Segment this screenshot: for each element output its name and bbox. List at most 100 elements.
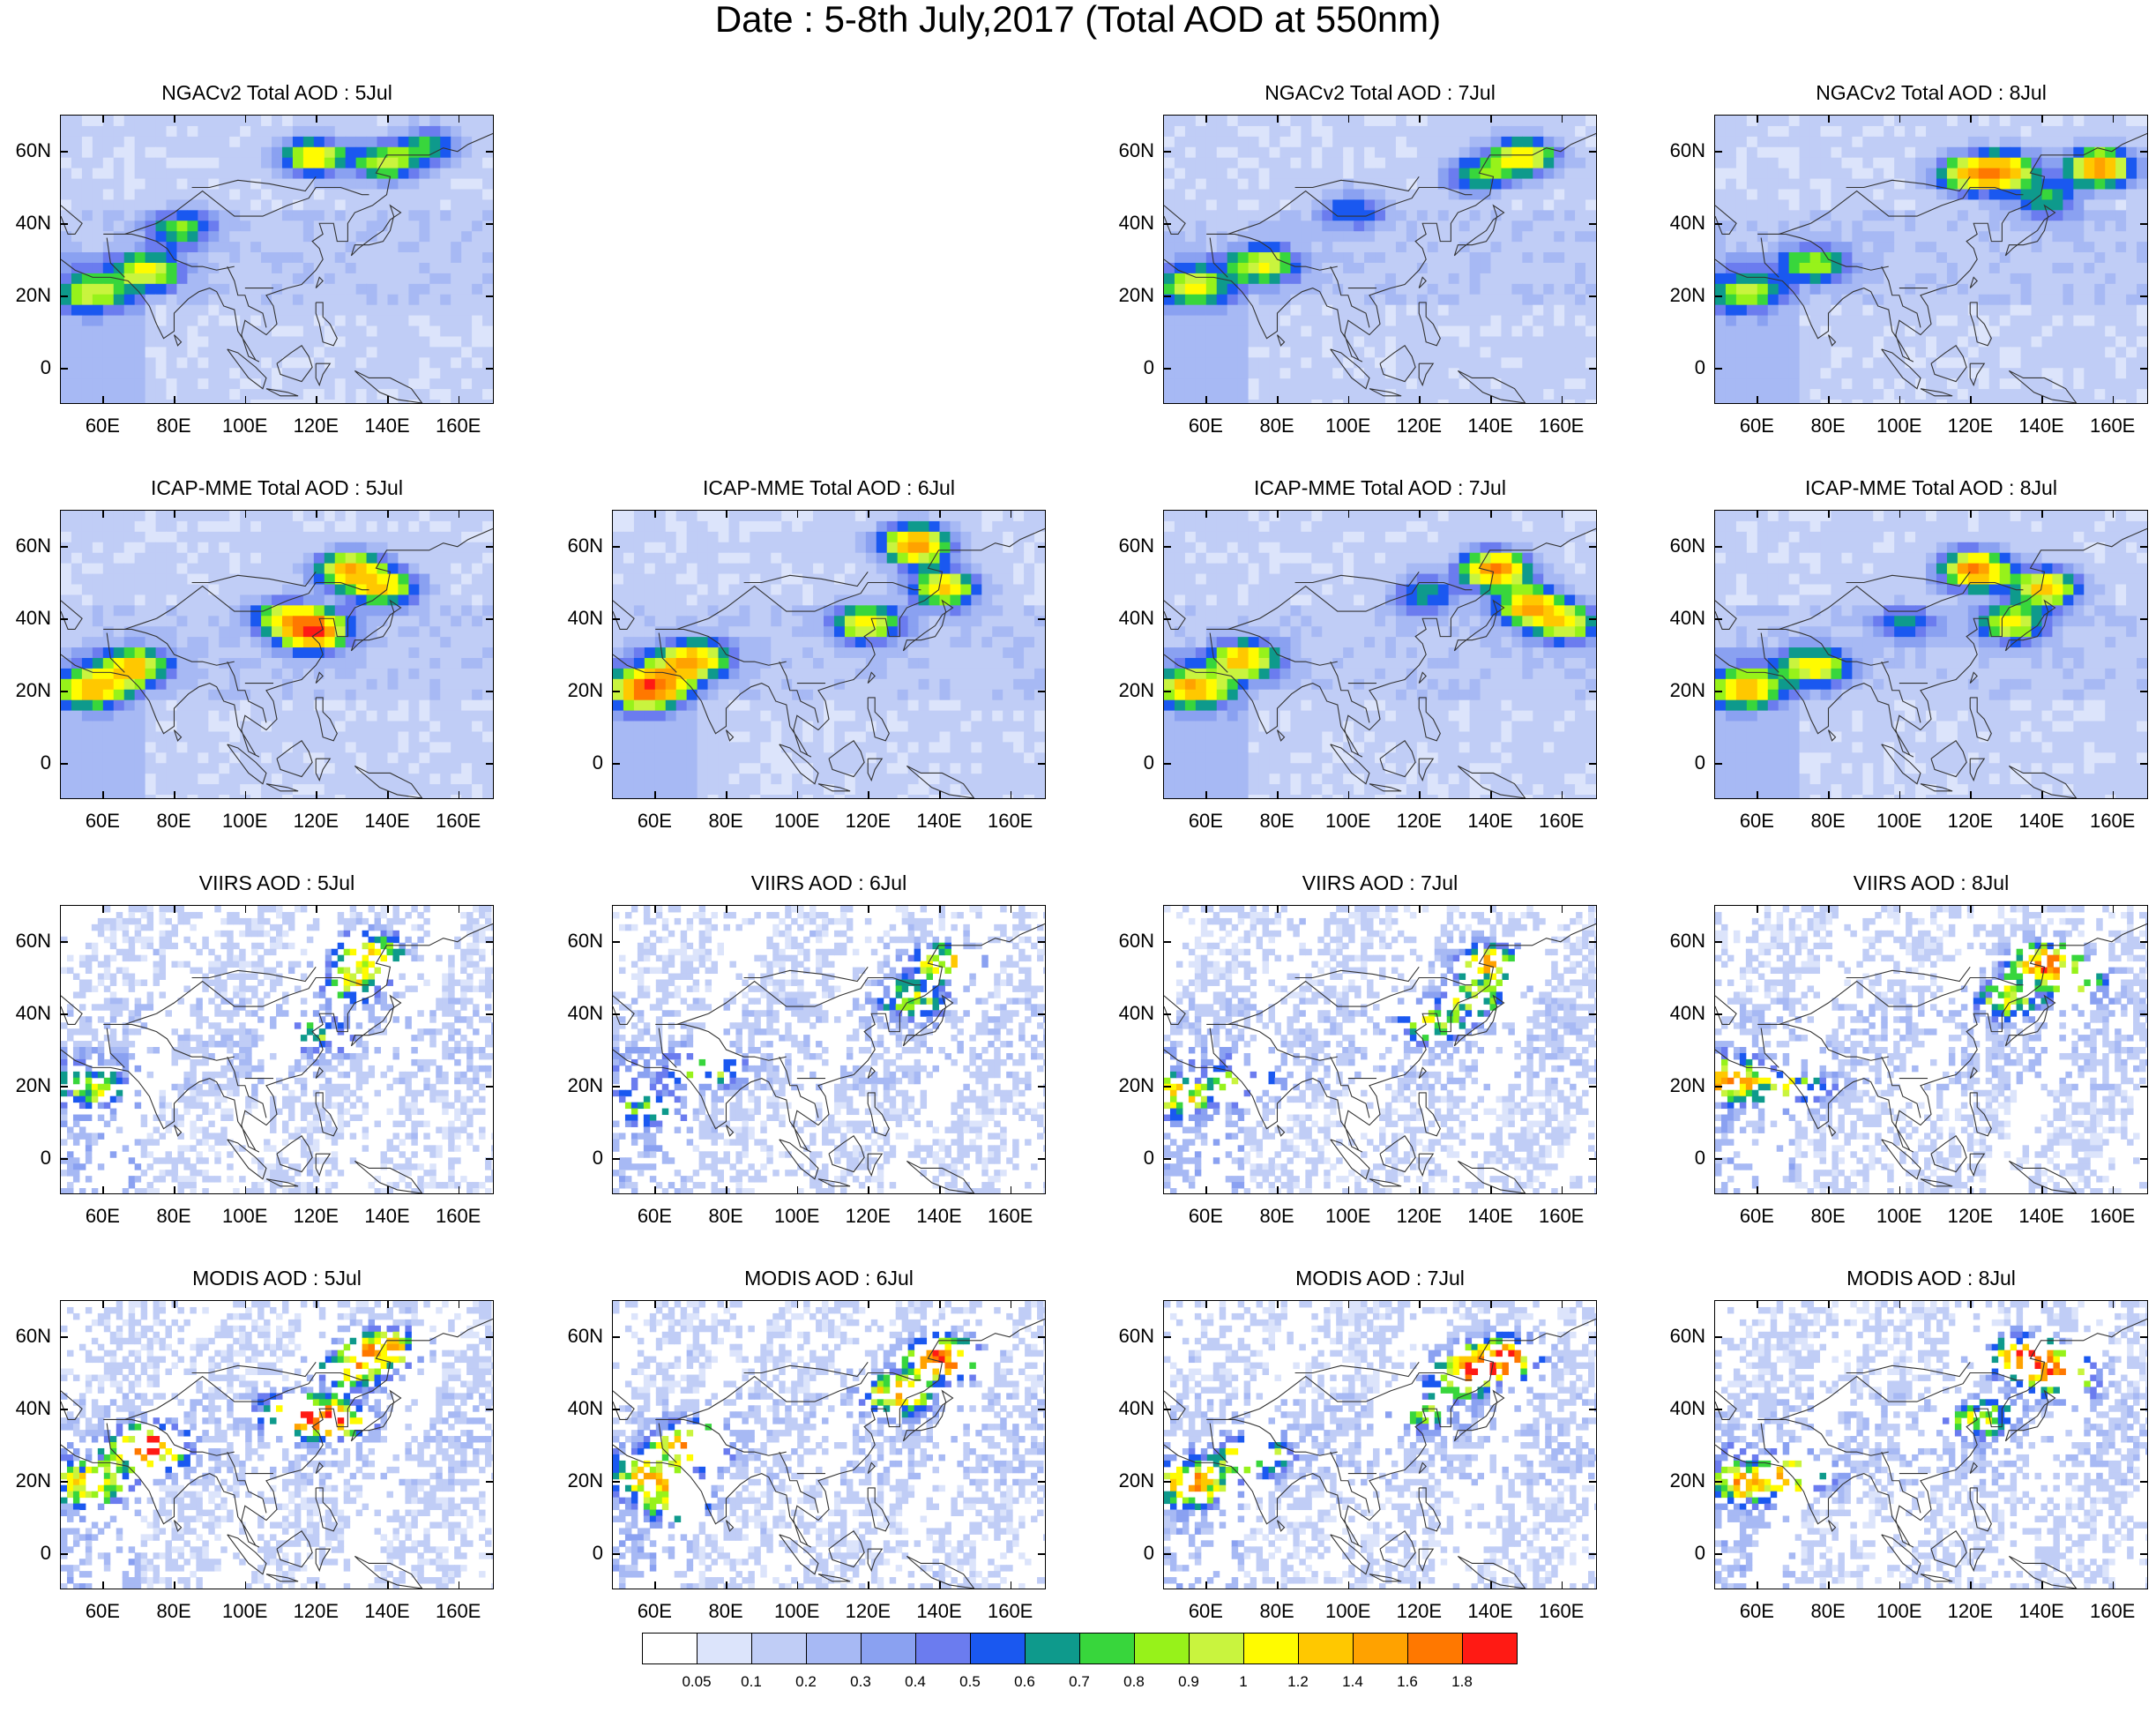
y-tick-mark — [2140, 1336, 2148, 1338]
x-tick-mark — [939, 1186, 941, 1194]
y-tick-mark — [1589, 691, 1597, 692]
y-tick-mark — [1038, 1158, 1046, 1160]
x-tick-label: 100E — [1317, 810, 1379, 833]
y-tick-mark — [612, 763, 620, 765]
y-tick-mark — [1163, 151, 1171, 153]
x-tick-label: 60E — [1726, 1600, 1787, 1623]
y-tick-mark — [1163, 941, 1171, 943]
y-tick-label: 60N — [550, 930, 603, 953]
x-tick-mark — [2041, 1581, 2043, 1589]
aod-map-canvas — [61, 1301, 493, 1589]
x-tick-label: 160E — [2082, 1205, 2144, 1228]
x-tick-mark — [174, 905, 175, 913]
x-tick-mark — [939, 791, 941, 799]
x-tick-mark — [1828, 905, 1830, 913]
aod-map — [1714, 510, 2148, 799]
x-tick-mark — [1899, 1300, 1901, 1308]
x-tick-mark — [316, 1581, 317, 1589]
x-tick-label: 160E — [428, 1205, 489, 1228]
colorbar-label: 1.8 — [1440, 1673, 1484, 1691]
y-tick-mark — [2140, 1409, 2148, 1410]
x-tick-mark — [174, 791, 175, 799]
x-tick-mark — [458, 1186, 460, 1194]
x-tick-mark — [1970, 510, 1972, 518]
y-tick-mark — [486, 151, 494, 153]
x-tick-mark — [1899, 905, 1901, 913]
x-tick-mark — [387, 115, 389, 123]
x-tick-mark — [316, 905, 317, 913]
x-tick-label: 120E — [1939, 810, 2001, 833]
x-tick-mark — [174, 1186, 175, 1194]
x-tick-mark — [796, 791, 799, 799]
x-tick-mark — [387, 510, 389, 518]
x-tick-label: 120E — [837, 810, 899, 833]
x-tick-label: 60E — [71, 1600, 133, 1623]
x-tick-mark — [1277, 115, 1279, 123]
x-tick-mark — [1205, 396, 1207, 404]
x-tick-mark — [316, 115, 317, 123]
x-tick-mark — [1970, 1186, 1972, 1194]
y-tick-mark — [1714, 1409, 1722, 1410]
aod-map-canvas — [1715, 116, 2147, 403]
x-tick-label: 160E — [2082, 415, 2144, 437]
coastline-overlay — [1164, 923, 1596, 1193]
y-tick-mark — [60, 368, 68, 370]
x-tick-label: 80E — [695, 810, 757, 833]
aod-map — [60, 510, 494, 799]
x-tick-mark — [654, 1186, 656, 1194]
x-tick-mark — [2041, 510, 2043, 518]
y-tick-mark — [612, 941, 620, 943]
colorbar-swatch — [1025, 1633, 1080, 1664]
x-tick-mark — [1561, 396, 1563, 404]
y-tick-mark — [1714, 691, 1722, 692]
y-tick-label: 20N — [1101, 1074, 1154, 1097]
y-tick-mark — [60, 763, 68, 765]
x-tick-mark — [1205, 1186, 1207, 1194]
coastline-overlay — [61, 132, 493, 403]
y-tick-label: 40N — [1101, 1002, 1154, 1025]
y-tick-mark — [2140, 763, 2148, 765]
y-tick-label: 0 — [1652, 356, 1705, 379]
x-tick-mark — [868, 905, 869, 913]
colorbar-label: 1.6 — [1385, 1673, 1429, 1691]
y-tick-label: 40N — [550, 1002, 603, 1025]
y-tick-label: 0 — [550, 1542, 603, 1565]
y-tick-label: 40N — [1101, 607, 1154, 630]
y-tick-label: 40N — [1101, 1397, 1154, 1420]
colorbar-label: 0.05 — [675, 1673, 719, 1691]
y-tick-mark — [612, 1481, 620, 1483]
y-tick-mark — [486, 691, 494, 692]
aod-field — [1715, 1301, 2147, 1589]
coastline-overlay — [61, 527, 493, 798]
aod-map-canvas — [1715, 906, 2147, 1193]
y-tick-label: 0 — [1652, 751, 1705, 774]
y-tick-label: 60N — [0, 1325, 51, 1348]
y-tick-mark — [2140, 546, 2148, 548]
x-tick-label: 60E — [623, 810, 685, 833]
x-tick-mark — [726, 510, 727, 518]
y-tick-label: 40N — [0, 607, 51, 630]
x-tick-mark — [458, 791, 460, 799]
x-tick-mark — [1010, 510, 1012, 518]
y-tick-mark — [486, 223, 494, 225]
y-tick-mark — [2140, 618, 2148, 620]
x-tick-mark — [1347, 396, 1350, 404]
y-tick-label: 60N — [550, 535, 603, 557]
x-tick-mark — [102, 510, 104, 518]
x-tick-label: 80E — [1797, 415, 1859, 437]
coastline-overlay — [613, 923, 1045, 1193]
x-tick-label: 120E — [837, 1600, 899, 1623]
x-tick-mark — [1828, 1186, 1830, 1194]
x-tick-mark — [1561, 1186, 1563, 1194]
x-tick-mark — [654, 1581, 656, 1589]
y-tick-label: 60N — [1101, 139, 1154, 162]
x-tick-mark — [316, 510, 317, 518]
x-tick-mark — [387, 396, 389, 404]
aod-field — [1715, 906, 2147, 1193]
y-tick-mark — [486, 1013, 494, 1015]
y-tick-label: 20N — [550, 1074, 603, 1097]
x-tick-label: 140E — [356, 415, 418, 437]
coastline-overlay — [1164, 132, 1596, 403]
y-tick-label: 0 — [1101, 1542, 1154, 1565]
y-tick-mark — [2140, 1013, 2148, 1015]
